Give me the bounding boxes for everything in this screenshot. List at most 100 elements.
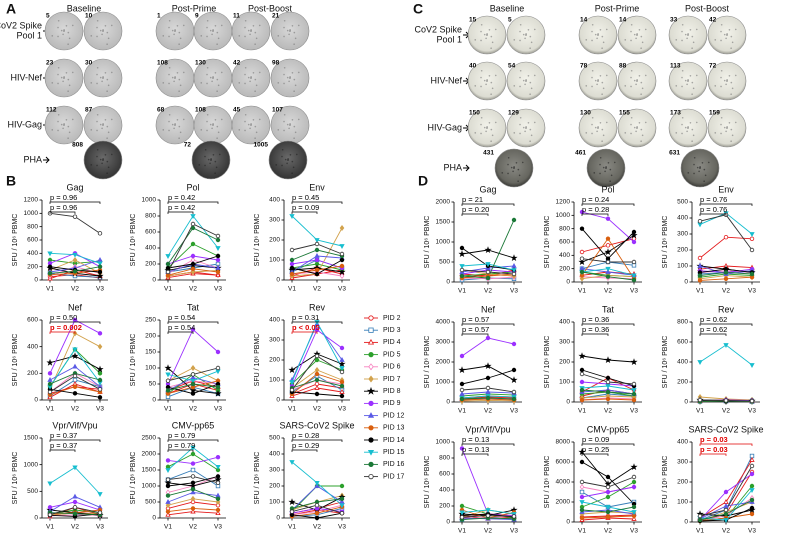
marker: [631, 391, 637, 397]
marker: [190, 225, 196, 231]
x-tick-label: V2: [722, 408, 730, 415]
spot: [99, 76, 102, 79]
y-tick-label: 2000: [436, 199, 451, 206]
y-tick-label: 500: [439, 259, 450, 266]
spot: [102, 77, 104, 79]
spot: [480, 23, 483, 26]
marker: [631, 484, 637, 490]
spot: [96, 26, 98, 29]
spot: [174, 76, 176, 78]
y-tick-label: 100: [677, 499, 688, 506]
marker: [339, 357, 345, 362]
spot: [57, 35, 59, 38]
y-tick-label: 400: [677, 215, 688, 222]
y-tick-label: 100: [677, 263, 688, 270]
marker: [72, 363, 78, 369]
spot: [726, 79, 728, 81]
marker: [579, 479, 585, 485]
marker: [579, 249, 585, 255]
marker: [368, 473, 374, 480]
spot: [68, 84, 71, 87]
y-axis-label: SFU / 10⁶ PBMC: [130, 214, 137, 267]
spot: [684, 126, 687, 129]
x-tick-label: V1: [458, 408, 466, 415]
spot: [601, 47, 603, 50]
marker: [511, 217, 517, 223]
spot: [723, 79, 726, 82]
marker: [190, 214, 196, 219]
spot: [67, 137, 69, 140]
x-tick-label: V1: [288, 406, 296, 413]
spot: [283, 73, 285, 76]
p-bracket: [581, 323, 635, 326]
marker: [749, 483, 755, 489]
spot: [480, 30, 482, 33]
y-tick-label: 600: [145, 229, 156, 236]
spot: [720, 30, 722, 33]
spot: [533, 74, 536, 77]
p-value: p = 0.76: [700, 205, 727, 214]
spot: [596, 83, 598, 86]
marker: [485, 385, 491, 391]
marker: [366, 386, 376, 395]
p-value: p = 0.42: [168, 203, 195, 212]
spot: [691, 47, 693, 50]
spot: [173, 80, 175, 83]
marker: [485, 508, 491, 513]
marker: [579, 275, 585, 282]
x-tick-label: V2: [189, 406, 197, 413]
marker: [511, 341, 517, 347]
spot: [249, 80, 251, 83]
marker: [97, 510, 103, 515]
spot: [640, 140, 642, 143]
marker: [631, 273, 637, 279]
panel-letter: C: [413, 1, 423, 17]
marker: [97, 257, 103, 262]
spot: [250, 124, 252, 126]
marker: [190, 365, 196, 371]
y-tick-label: 500: [27, 488, 38, 495]
marker: [485, 269, 491, 275]
marker: [314, 241, 320, 247]
p-value: p = 0.28: [292, 431, 319, 440]
marker: [697, 517, 703, 523]
spot: [529, 81, 532, 84]
x-tick-label: V1: [164, 406, 172, 413]
spot: [641, 134, 644, 137]
spot: [675, 39, 678, 41]
p-value: p = 0.50: [50, 313, 77, 322]
spot: [517, 168, 520, 171]
spot: [106, 90, 108, 93]
spot: [291, 71, 294, 74]
spot: [601, 35, 604, 38]
spot: [168, 129, 170, 132]
y-tick-label: 400: [269, 317, 280, 324]
marker: [723, 276, 729, 281]
marker: [215, 257, 221, 263]
marker: [215, 272, 221, 278]
spot: [96, 129, 98, 132]
marker: [459, 510, 465, 516]
spot: [284, 158, 287, 161]
x-tick-label: V3: [96, 286, 104, 293]
spot: [217, 131, 220, 134]
spot: [630, 39, 632, 42]
p-bracket: [49, 201, 101, 204]
y-tick-label: 300: [269, 467, 280, 474]
x-tick-label: V1: [696, 408, 704, 415]
marker: [579, 269, 585, 275]
marker: [749, 511, 755, 517]
spot: [519, 69, 522, 72]
spot: [480, 76, 482, 79]
spot: [174, 77, 176, 79]
spot: [289, 123, 291, 125]
spot: [494, 121, 497, 124]
spot: [250, 29, 252, 31]
marker: [368, 400, 374, 406]
spot: [204, 148, 207, 151]
spot: [720, 39, 722, 42]
spot: [174, 124, 176, 126]
marker: [605, 494, 611, 500]
spot: [297, 118, 300, 121]
spot-count: 113: [670, 63, 681, 70]
